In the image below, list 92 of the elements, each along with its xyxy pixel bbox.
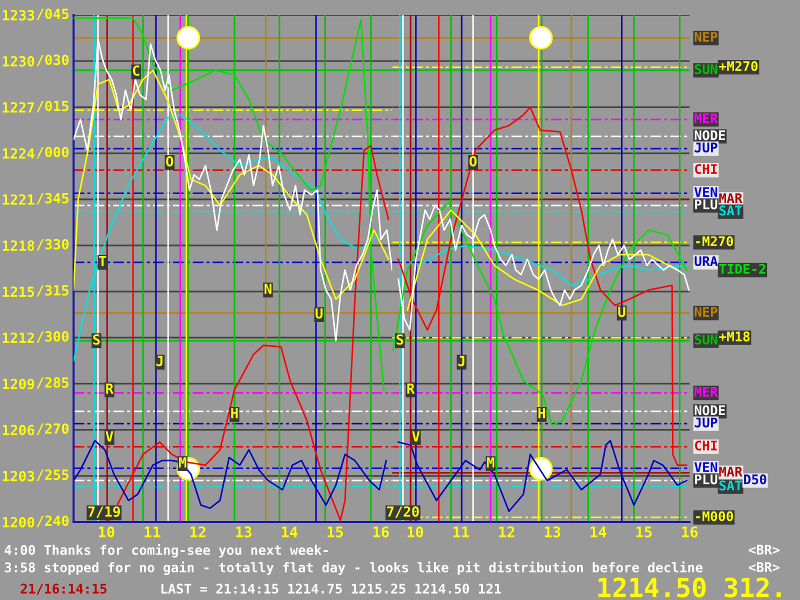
annotation: 7/20 (387, 506, 419, 518)
ref-line-label: NEP (694, 32, 718, 42)
annotation: C (132, 65, 140, 76)
text: 3:58 stopped for no gain - totally flat day - looks like pit distribution before decline (4, 561, 703, 575)
y-tick-label: 1224 (2, 148, 34, 159)
ref-line-label: -M000 (696, 511, 733, 522)
ref-line-label: SAT (719, 206, 742, 216)
annotation: U (618, 306, 626, 318)
annotation: N (264, 284, 272, 294)
text: /285 (36, 377, 69, 389)
ref-line-label: MER (694, 386, 718, 397)
ref-line-label: -M270 (696, 236, 733, 246)
ref-line-label: +M270 (719, 61, 758, 72)
y-tick-label: 1218 (2, 240, 34, 251)
text: <BR> (748, 562, 780, 572)
ref-line-label: SAT (719, 480, 742, 490)
x-tick-label: 14 (282, 526, 298, 538)
text: 1214.50 312. (598, 577, 781, 598)
text: LAST = 21:14:15 1214.75 1215.25 1214.50 121 (161, 584, 501, 594)
x-tick-label: 16 (682, 526, 698, 538)
annotation: S (396, 334, 404, 345)
x-tick-label: 13 (236, 526, 252, 538)
annotation: V (106, 431, 114, 442)
ref-line-label: CHI (695, 440, 717, 451)
x-tick-label: 12 (190, 526, 206, 538)
text: /015 (36, 100, 69, 112)
text: /255 (36, 469, 69, 482)
text: /300 (36, 331, 69, 343)
ref-line-label: SUN (694, 334, 718, 345)
text: 21/16:14:15 (20, 584, 106, 595)
annotation: R (407, 384, 415, 394)
annotation: H (231, 408, 238, 418)
x-tick-label: 15 (328, 526, 343, 538)
y-tick-label: 1200 (2, 516, 34, 528)
y-tick-label: 1215 (2, 286, 34, 298)
text: /000 (36, 146, 69, 158)
text: <BR> (748, 544, 780, 554)
annotation: M (487, 457, 494, 468)
ref-line-label: SUN (694, 64, 718, 74)
annotation: V (412, 431, 420, 442)
ref-line-label: JUP (694, 142, 718, 152)
text: /030 (36, 54, 69, 66)
x-tick-label: 11 (453, 526, 469, 538)
ref-line-label: MER (694, 113, 718, 124)
text: TIDE-2 (719, 264, 766, 274)
ref-line-label: PLU (695, 200, 718, 210)
annotation: S (93, 334, 100, 345)
ref-line-label: VEN (694, 462, 718, 472)
annotation: T (99, 256, 106, 266)
text: /240 (36, 516, 69, 528)
y-tick-label: 1230 (2, 56, 34, 67)
x-tick-label: 10 (98, 526, 114, 538)
text: /270 (36, 423, 69, 435)
x-tick-label: 12 (499, 526, 514, 538)
x-tick-label: 13 (544, 526, 560, 538)
annotation: J (156, 356, 162, 366)
y-tick-label: 1212 (2, 332, 34, 343)
x-tick-label: 16 (373, 526, 389, 538)
y-tick-label: 1221 (2, 194, 34, 205)
text: /345 (36, 192, 69, 204)
annotation: O (166, 156, 174, 167)
annotation: O (470, 156, 477, 167)
annotation: 7/19 (88, 506, 120, 518)
x-tick-label: 10 (408, 526, 424, 538)
ref-line-label: CHI (695, 164, 717, 174)
x-tick-label: 15 (636, 526, 652, 538)
ref-line-label: PLU (695, 474, 718, 484)
annotation: R (106, 384, 114, 394)
ref-line-label: +M18 (719, 331, 750, 342)
y-tick-label: 1233 (2, 10, 34, 20)
annotation: U (316, 308, 323, 319)
text: 4:00 Thanks for coming-see you next week- (4, 544, 328, 558)
annotation: H (538, 408, 545, 418)
x-tick-label: 14 (590, 526, 606, 538)
ref-line-label: MAR (719, 193, 742, 204)
ref-line-label: VEN (694, 187, 718, 197)
ref-line-label: NODE (694, 405, 725, 416)
ref-line-label: NODE (694, 130, 725, 140)
ref-line-label: MAR (719, 466, 742, 476)
y-tick-label: 1209 (2, 378, 34, 390)
y-tick-label: 1227 (2, 102, 34, 112)
text: /330 (36, 238, 69, 251)
ref-line-label: NEP (694, 307, 718, 317)
text: /315 (36, 285, 69, 297)
y-tick-label: 1203 (2, 470, 34, 482)
text: /045 (36, 8, 69, 20)
annotation: J (458, 356, 464, 366)
x-tick-label: 11 (144, 526, 160, 538)
ref-line-label: JUP (694, 418, 718, 428)
y-tick-label: 1206 (2, 424, 34, 436)
text: D50 (744, 474, 766, 484)
ref-line-label: URA (694, 256, 718, 266)
